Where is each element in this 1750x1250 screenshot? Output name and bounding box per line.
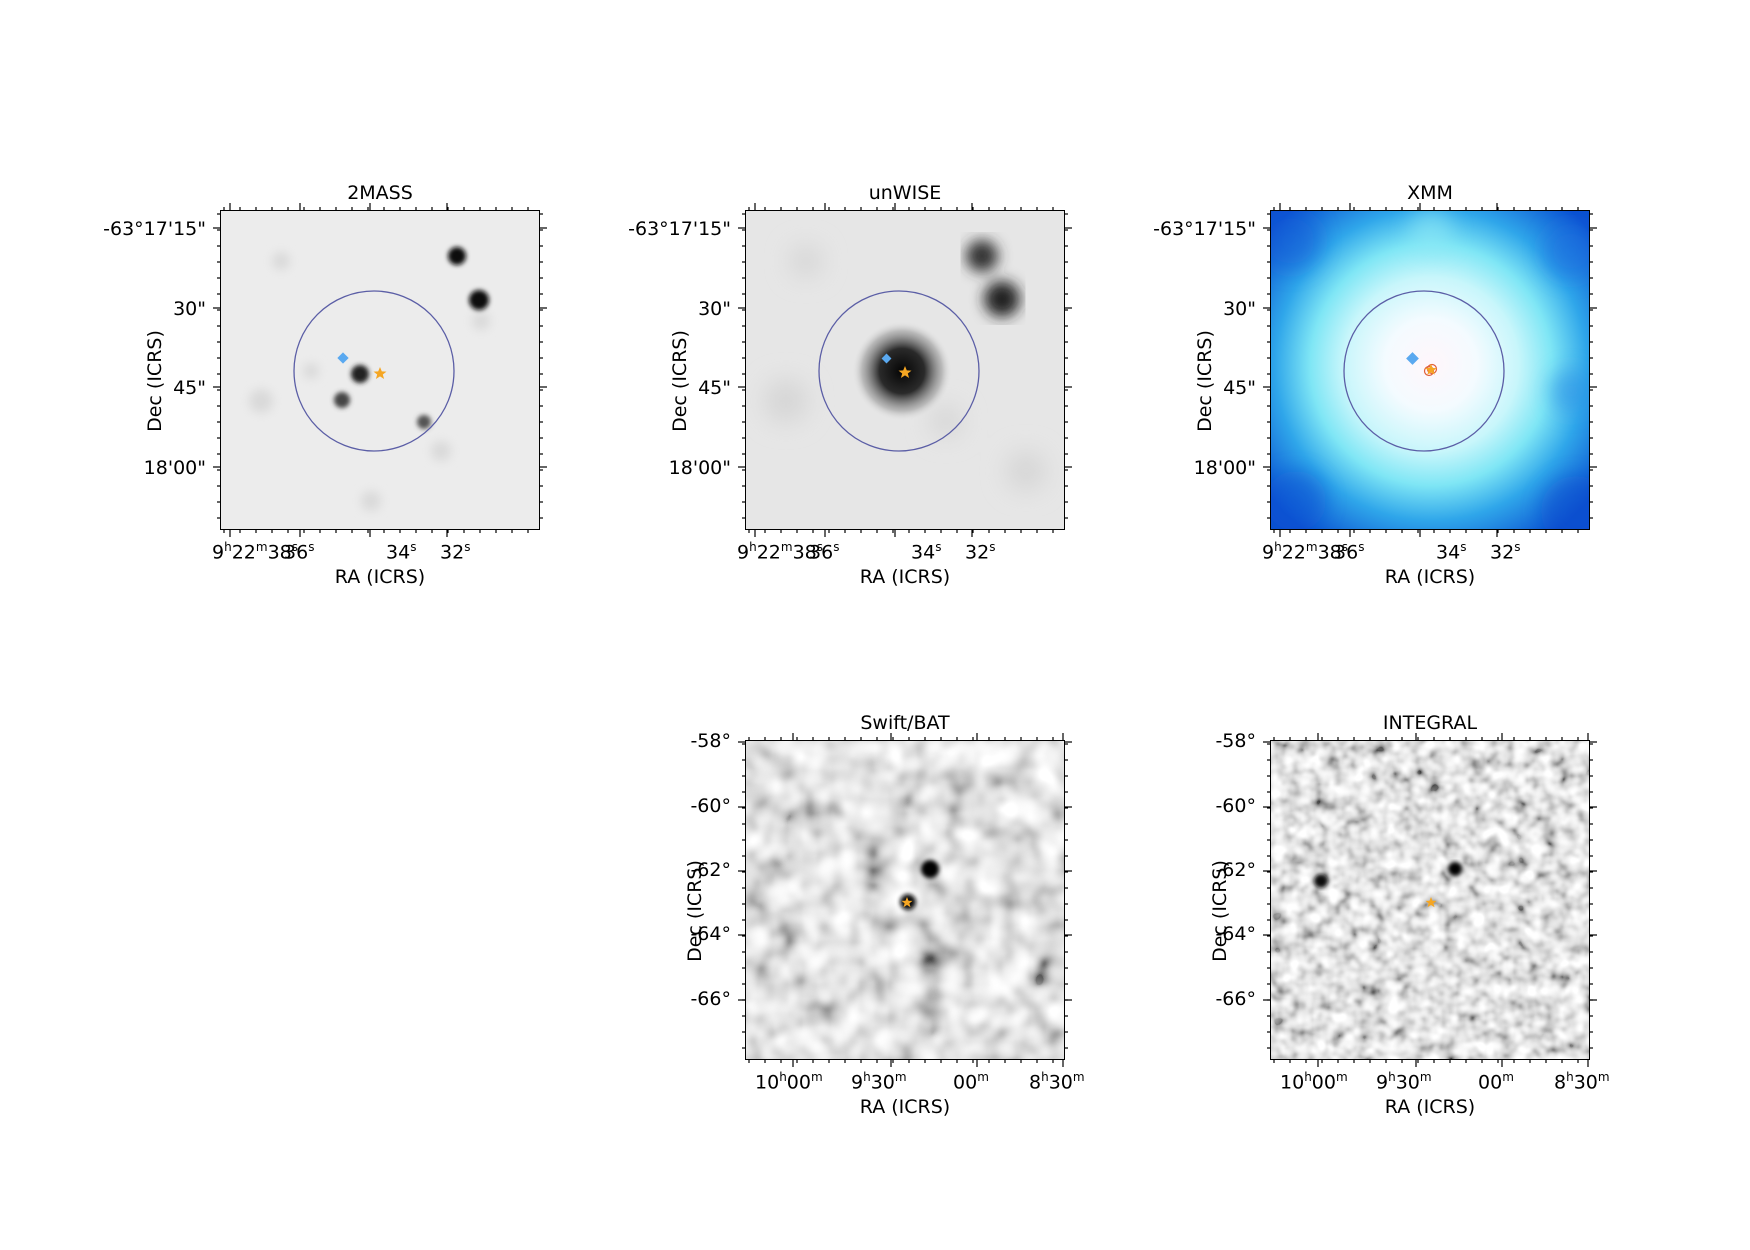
xtick-label: 36s xyxy=(284,540,315,564)
x-axis-label: RA (ICRS) xyxy=(1384,1096,1476,1118)
x-axis-label: RA (ICRS) xyxy=(334,566,426,588)
panel-title: 2MASS xyxy=(347,182,413,204)
star-blob xyxy=(334,392,350,408)
image-2mass xyxy=(220,210,540,530)
panel-swift-bat: Swift/BAT -5 xyxy=(684,712,1085,1118)
xtick-label: 10h00m xyxy=(1280,1070,1348,1094)
xtick-label: 8h30m xyxy=(1029,1070,1085,1094)
ytick-label: 45" xyxy=(173,377,206,399)
ytick-label: -64° xyxy=(690,923,731,945)
ytick-label: 18'00" xyxy=(668,457,731,479)
star-blob xyxy=(417,415,431,429)
xtick-label: 00m xyxy=(953,1070,989,1094)
panel-xmm: XMM xyxy=(1153,182,1597,588)
ytick-label: -63°17'15" xyxy=(628,218,731,240)
x-axis-label: RA (ICRS) xyxy=(1384,566,1476,588)
source-star-marker xyxy=(1425,897,1437,908)
source-blob xyxy=(1448,862,1462,876)
ytick-label: -60° xyxy=(690,795,731,817)
x-axis-label: RA (ICRS) xyxy=(859,566,951,588)
ytick-label: -66° xyxy=(1215,988,1256,1010)
panel-title: INTEGRAL xyxy=(1382,712,1478,734)
y-axis-label: Dec (ICRS) xyxy=(144,330,166,432)
image-integral xyxy=(1270,740,1590,1060)
xtick-label: 34s xyxy=(386,540,417,564)
xtick-label: 9h30m xyxy=(851,1070,907,1094)
diamond-marker xyxy=(881,353,892,364)
ytick-label: -58° xyxy=(690,730,731,752)
xtick-label: 9h22m38s xyxy=(1262,540,1349,564)
image-swift-bat xyxy=(745,740,1065,1060)
ytick-label: 18'00" xyxy=(1193,457,1256,479)
ytick-label: -63°17'15" xyxy=(1153,218,1256,240)
star-blob xyxy=(448,247,466,265)
y-axis-label: Dec (ICRS) xyxy=(1194,330,1216,432)
ytick-label: -60° xyxy=(1215,795,1256,817)
source-blob xyxy=(921,860,939,878)
source-blob xyxy=(1314,874,1328,888)
xtick-label: 34s xyxy=(911,540,942,564)
panel-title: Swift/BAT xyxy=(860,712,950,734)
source-star-marker xyxy=(1425,364,1437,375)
xtick-label: 10h00m xyxy=(755,1070,823,1094)
ytick-label: 18'00" xyxy=(143,457,206,479)
ytick-label: 45" xyxy=(1223,377,1256,399)
search-circle xyxy=(293,290,455,452)
xtick-label: 34s xyxy=(1436,540,1467,564)
xtick-label: 32s xyxy=(965,540,996,564)
search-circle xyxy=(1343,290,1505,452)
xtick-label: 32s xyxy=(440,540,471,564)
ytick-label: -66° xyxy=(690,988,731,1010)
ytick-label: 30" xyxy=(173,298,206,320)
x-axis-label: RA (ICRS) xyxy=(859,1096,951,1118)
image-xmm xyxy=(1270,210,1590,530)
source-star-marker xyxy=(373,367,387,379)
xtick-label: 9h22m38s xyxy=(212,540,299,564)
ytick-label: 45" xyxy=(698,377,731,399)
y-axis-label: Dec (ICRS) xyxy=(669,330,691,432)
y-axis-label: Dec (ICRS) xyxy=(1209,860,1231,962)
panel-unwise: unWISE xyxy=(628,182,1072,588)
xtick-label: 00m xyxy=(1478,1070,1514,1094)
star-blob xyxy=(351,365,369,383)
star-blob xyxy=(966,240,998,272)
ytick-label: -64° xyxy=(1215,923,1256,945)
star-blob xyxy=(469,290,489,310)
image-unwise xyxy=(745,210,1065,530)
panel-2mass: 2MASS -63°17'15" 30" xyxy=(103,182,547,588)
y-axis-label: Dec (ICRS) xyxy=(684,860,706,962)
xtick-label: 32s xyxy=(1490,540,1521,564)
panel-title: unWISE xyxy=(868,182,942,204)
panel-integral: INTEGRAL -58 xyxy=(1209,712,1610,1118)
source-star-marker xyxy=(901,897,913,908)
xtick-label: 36s xyxy=(809,540,840,564)
ytick-label: -58° xyxy=(1215,730,1256,752)
star-blob xyxy=(984,281,1020,317)
ytick-label: -63°17'15" xyxy=(103,218,206,240)
search-circle xyxy=(818,290,980,452)
panel-title: XMM xyxy=(1407,182,1453,204)
xtick-label: 8h30m xyxy=(1554,1070,1610,1094)
xtick-label: 36s xyxy=(1334,540,1365,564)
source-star-marker xyxy=(898,366,912,378)
xtick-label: 9h22m38s xyxy=(737,540,824,564)
ytick-label: -62° xyxy=(1215,859,1256,881)
ytick-label: -62° xyxy=(690,859,731,881)
xtick-label: 9h30m xyxy=(1376,1070,1432,1094)
ytick-label: 30" xyxy=(698,298,731,320)
ytick-label: 30" xyxy=(1223,298,1256,320)
